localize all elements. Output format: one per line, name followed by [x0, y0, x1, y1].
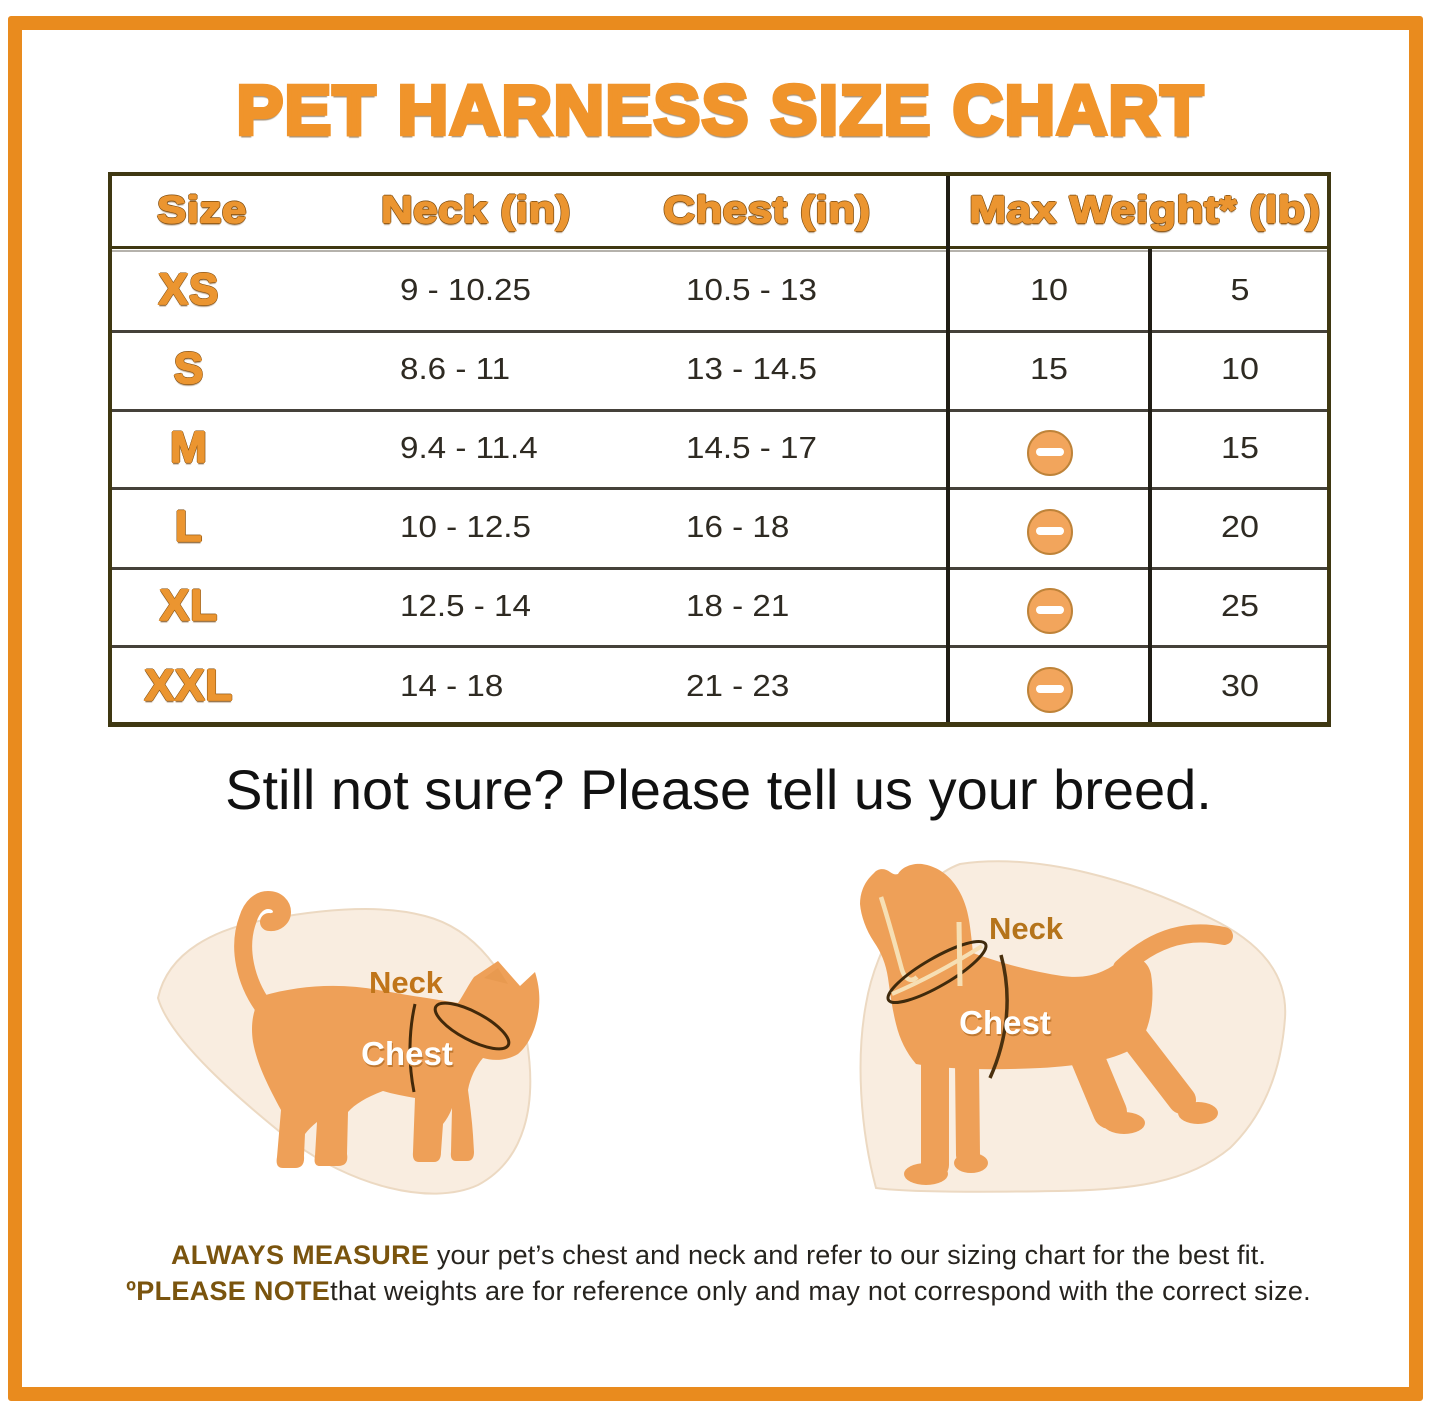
svg-text:Chest: Chest: [361, 1035, 453, 1072]
svg-text:Neck: Neck: [369, 965, 444, 1000]
svg-text:Chest: Chest: [960, 1006, 1052, 1043]
svg-text:Chest: Chest: [362, 1037, 454, 1074]
svg-text:Neck: Neck: [989, 911, 1064, 946]
svg-text:Chest: Chest: [959, 1004, 1051, 1041]
